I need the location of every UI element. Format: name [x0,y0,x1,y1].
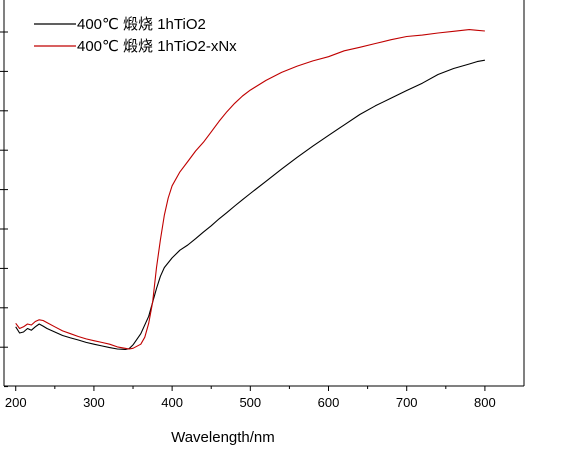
x-tick-label: 500 [239,395,261,410]
legend-label-1: 400℃ 煅烧 1hTiO2 [77,16,206,33]
series-layer [15,29,485,350]
series-line-1 [15,59,485,350]
x-tick-label: 400 [161,395,183,410]
x-tick-label: 600 [318,395,340,410]
x-tick-label: 700 [396,395,418,410]
series-line-2 [15,29,485,350]
x-ticks: 200 300 400 500 600 700 800 [5,386,496,410]
x-axis-label: Wavelength/nm [171,429,275,446]
x-tick-label: 200 [5,395,27,410]
legend: 400℃ 煅烧 1hTiO2 400℃ 煅烧 1hTiO2-xNx [34,16,237,55]
y-ticks [0,31,8,388]
legend-label-2: 400℃ 煅烧 1hTiO2-xNx [77,38,237,55]
x-tick-label: 800 [474,395,496,410]
plot-frame [3,0,525,387]
x-tick-label: 300 [83,395,105,410]
